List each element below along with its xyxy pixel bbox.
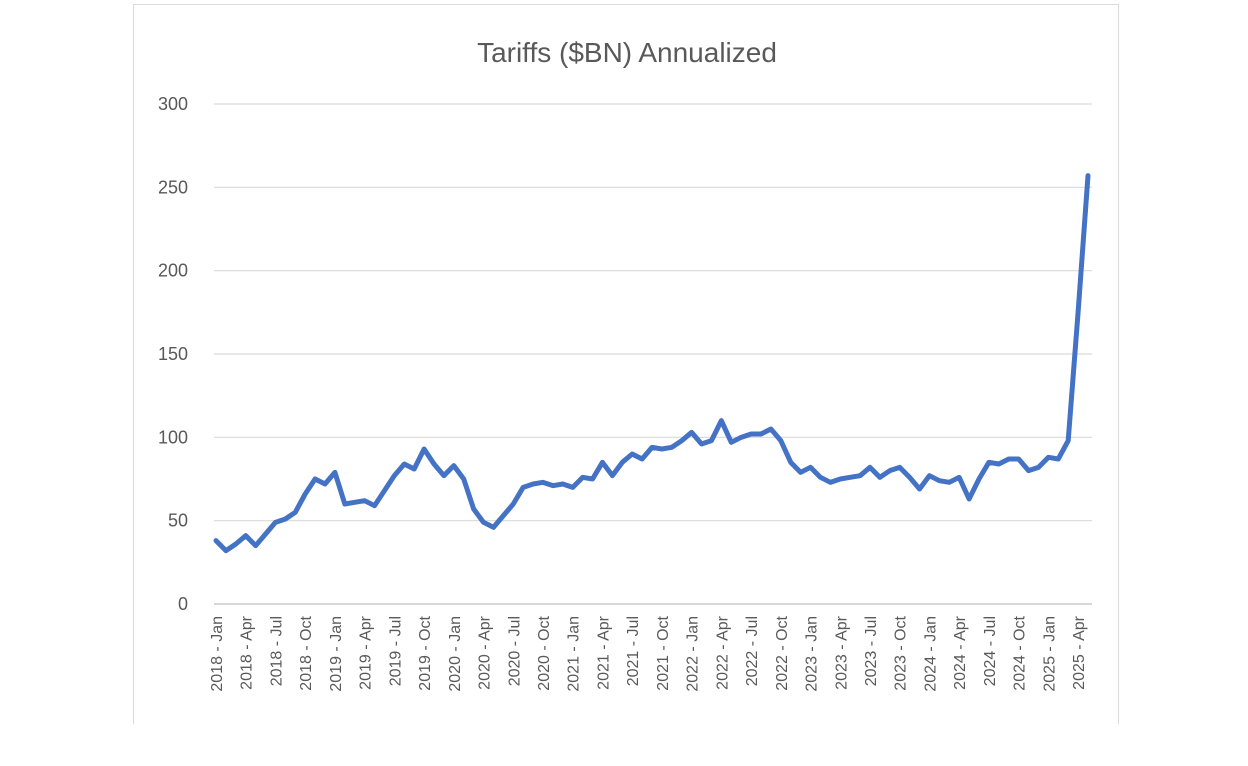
x-tick-label: 2020 - Oct — [536, 615, 553, 690]
x-tick-label: 2021 - Oct — [655, 615, 672, 690]
x-tick-label: 2018 - Oct — [298, 615, 315, 690]
x-tick-label: 2023 - Apr — [833, 615, 850, 690]
x-tick-label: 2020 - Jul — [506, 616, 523, 686]
y-tick-label: 200 — [158, 261, 188, 281]
x-tick-label: 2025 - Jan — [1041, 616, 1058, 692]
y-tick-label: 150 — [158, 344, 188, 364]
series-layer — [213, 173, 1091, 554]
x-tick-label: 2023 - Oct — [893, 615, 910, 690]
x-tick-label: 2023 - Jan — [804, 616, 821, 692]
line-chart: Tariffs ($BN) Annualized 0 50 100 150 200 250… — [158, 37, 1092, 692]
gridlines — [214, 103, 1092, 605]
x-tick-label: 2020 - Apr — [477, 615, 494, 690]
x-tick-label: 2024 - Jan — [922, 616, 939, 692]
x-tick-label: 2021 - Jan — [566, 616, 583, 692]
x-tick-label: 2018 - Jan — [209, 616, 226, 692]
x-tick-label: 2024 - Oct — [1012, 615, 1029, 690]
x-tick-label: 2019 - Apr — [358, 615, 375, 690]
x-tick-label: 2018 - Apr — [239, 615, 256, 690]
y-tick-label: 300 — [158, 94, 188, 114]
y-tick-label: 50 — [168, 511, 188, 531]
chart-title: Tariffs ($BN) Annualized — [477, 37, 777, 68]
chart-area: Tariffs ($BN) Annualized 0 50 100 150 200 250… — [133, 4, 1119, 724]
y-tick-label: 0 — [178, 594, 188, 614]
x-tick-label: 2018 - Jul — [268, 616, 285, 686]
y-axis-tick-labels: 0 50 100 150 200 250 300 — [158, 94, 188, 614]
x-tick-label: 2022 - Jul — [744, 616, 761, 686]
x-tick-label: 2021 - Jul — [625, 616, 642, 686]
x-tick-label: 2019 - Jan — [328, 616, 345, 692]
y-tick-label: 100 — [158, 427, 188, 447]
x-tick-label: 2022 - Jan — [685, 616, 702, 692]
x-axis-tick-labels: 2018 - Jan 2018 - Apr 2018 - Jul 2018 - Oct… — [209, 615, 1088, 691]
x-tick-label: 2024 - Jul — [982, 616, 999, 686]
x-tick-label: 2023 - Jul — [863, 616, 880, 686]
series-line — [213, 173, 1091, 554]
x-tick-label: 2025 - Apr — [1071, 615, 1088, 690]
x-tick-label: 2024 - Apr — [952, 615, 969, 690]
x-tick-label: 2021 - Apr — [595, 615, 612, 690]
x-tick-label: 2022 - Apr — [714, 615, 731, 690]
x-tick-label: 2022 - Oct — [774, 615, 791, 690]
x-tick-label: 2019 - Jul — [387, 616, 404, 686]
x-tick-label: 2020 - Jan — [447, 616, 464, 692]
x-tick-label: 2019 - Oct — [417, 615, 434, 690]
y-tick-label: 250 — [158, 177, 188, 197]
